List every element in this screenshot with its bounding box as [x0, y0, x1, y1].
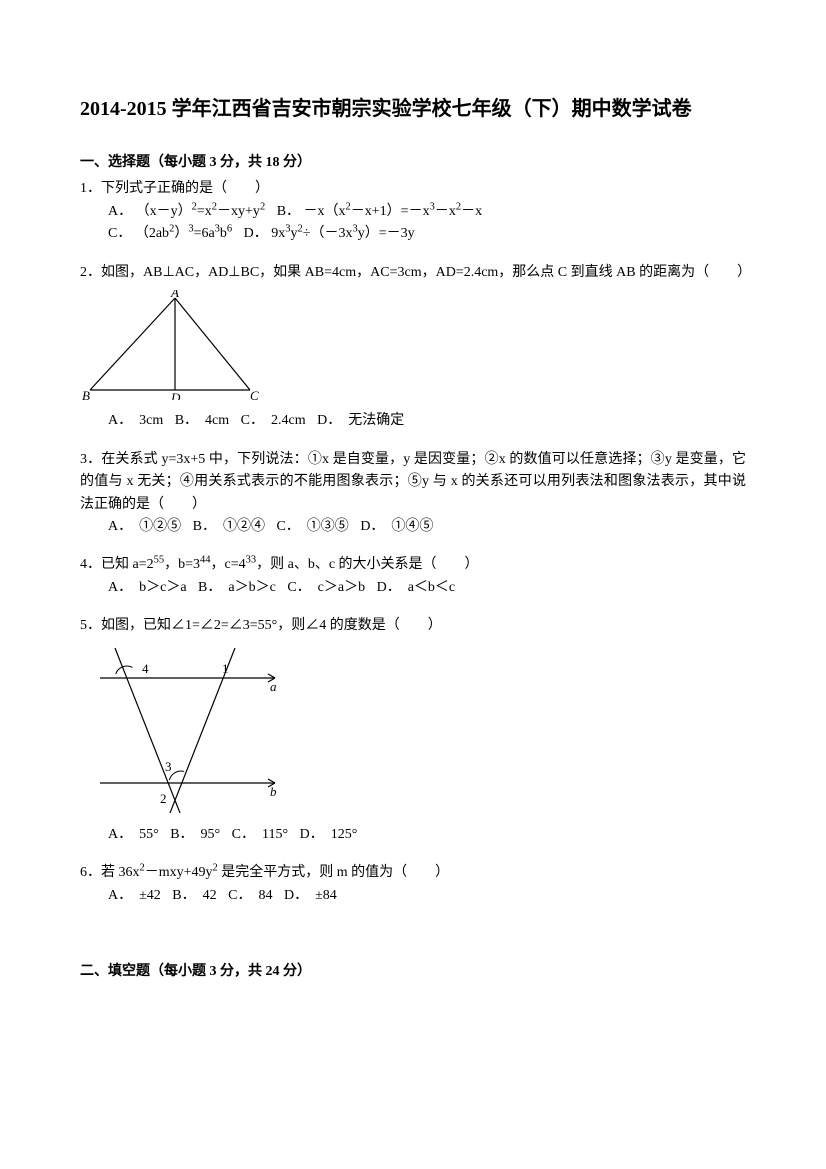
opt-text: 9x3y2÷（－3x3y）=－3y [271, 226, 414, 241]
svg-text:C: C [250, 388, 259, 400]
q4-stem: 4．已知 a=255，b=344，c=433，则 a、b、c 的大小关系是（ ） [80, 554, 746, 576]
q1-opt-a: A． （x－y）2=x2－xy+y2 [108, 201, 265, 223]
question-6: 6．若 36x2－mxy+49y2 是完全平方式，则 m 的值为（ ） A． ±… [80, 862, 746, 907]
svg-text:3: 3 [165, 759, 172, 774]
q2-opt-c: C． 2.4cm [241, 410, 306, 432]
q2-stem: 2．如图，AB⊥AC，AD⊥BC，如果 AB=4cm，AC=3cm，AD=2.4… [80, 262, 746, 284]
q2-opt-a: A． 3cm [108, 410, 163, 432]
q6-stem: 6．若 36x2－mxy+49y2 是完全平方式，则 m 的值为（ ） [80, 862, 746, 884]
q1-opt-d: D． 9x3y2÷（－3x3y）=－3y [244, 223, 415, 245]
question-5: 5．如图，已知∠1=∠2=∠3=55°，则∠4 的度数是（ ） a b 1 4 3 2 A… [80, 615, 746, 846]
svg-text:1: 1 [222, 661, 229, 676]
q4-opt-c: C． c＞a＞b [287, 577, 365, 599]
svg-text:D: D [170, 390, 181, 400]
q4-options: A． b＞c＞a B． a＞b＞c C． c＞a＞b D． a＜b＜c [80, 577, 746, 599]
q5-opt-d: D． 125° [300, 824, 358, 846]
q3-opt-c: C． ①③⑤ [276, 516, 348, 538]
opt-label: A． [108, 204, 132, 219]
q3-opt-a: A． ①②⑤ [108, 516, 181, 538]
opt-label: B． [277, 204, 300, 219]
question-3: 3．在关系式 y=3x+5 中，下列说法：①x 是自变量，y 是因变量；②x 的… [80, 449, 746, 539]
q5-options: A． 55° B． 95° C． 115° D． 125° [80, 824, 746, 846]
q1-opt-b: B． －x（x2－x+1）=－x3－x2－x [277, 201, 482, 223]
q5-opt-b: B． 95° [170, 824, 220, 846]
opt-text: （x－y）2=x2－xy+y2 [136, 204, 266, 219]
svg-text:2: 2 [160, 791, 167, 806]
svg-text:a: a [270, 679, 277, 694]
triangle-diagram: A B C D [80, 290, 260, 400]
q4-opt-d: D． a＜b＜c [377, 577, 456, 599]
q6-opt-c: C． 84 [228, 885, 272, 907]
exam-title: 2014-2015 学年江西省吉安市朝宗实验学校七年级（下）期中数学试卷 [80, 90, 746, 128]
q4-opt-a: A． b＞c＞a [108, 577, 187, 599]
question-4: 4．已知 a=255，b=344，c=433，则 a、b、c 的大小关系是（ ）… [80, 554, 746, 599]
q3-stem: 3．在关系式 y=3x+5 中，下列说法：①x 是自变量，y 是因变量；②x 的… [80, 449, 746, 516]
opt-label: D． [244, 226, 268, 241]
q2-opt-b: B． 4cm [175, 410, 229, 432]
q6-opt-a: A． ±42 [108, 885, 161, 907]
q2-opt-d: D． 无法确定 [317, 410, 404, 432]
section-1-header: 一、选择题（每小题 3 分，共 18 分） [80, 152, 746, 174]
svg-text:B: B [82, 388, 90, 400]
svg-text:A: A [170, 290, 179, 300]
q3-options: A． ①②⑤ B． ①②④ C． ①③⑤ D． ①④⑤ [80, 516, 746, 538]
q5-opt-c: C． 115° [232, 824, 288, 846]
angles-diagram: a b 1 4 3 2 [80, 643, 280, 813]
svg-text:4: 4 [142, 661, 149, 676]
section-2-header: 二、填空题（每小题 3 分，共 24 分） [80, 961, 746, 983]
q6-opt-b: B． 42 [172, 885, 216, 907]
opt-text: －x（x2－x+1）=－x3－x2－x [304, 204, 483, 219]
q6-options: A． ±42 B． 42 C． 84 D． ±84 [80, 885, 746, 907]
q6-opt-d: D． ±84 [284, 885, 337, 907]
q1-opt-c: C． （2ab2）3=6a3b6 [108, 223, 232, 245]
q5-opt-a: A． 55° [108, 824, 159, 846]
q5-figure: a b 1 4 3 2 [80, 643, 746, 821]
q2-figure: A B C D [80, 290, 746, 408]
q2-options: A． 3cm B． 4cm C． 2.4cm D． 无法确定 [80, 410, 746, 432]
question-2: 2．如图，AB⊥AC，AD⊥BC，如果 AB=4cm，AC=3cm，AD=2.4… [80, 262, 746, 433]
question-1: 1．下列式子正确的是（ ） A． （x－y）2=x2－xy+y2 B． －x（x… [80, 178, 746, 245]
q1-stem: 1．下列式子正确的是（ ） [80, 178, 746, 200]
q4-opt-b: B． a＞b＞c [198, 577, 276, 599]
q3-opt-b: B． ①②④ [193, 516, 265, 538]
svg-text:b: b [270, 784, 277, 799]
q3-opt-d: D． ①④⑤ [360, 516, 433, 538]
opt-label: C． [108, 226, 131, 241]
q5-stem: 5．如图，已知∠1=∠2=∠3=55°，则∠4 的度数是（ ） [80, 615, 746, 637]
opt-text: （2ab2）3=6a3b6 [135, 226, 232, 241]
q1-options: A． （x－y）2=x2－xy+y2 B． －x（x2－x+1）=－x3－x2－… [80, 201, 746, 246]
